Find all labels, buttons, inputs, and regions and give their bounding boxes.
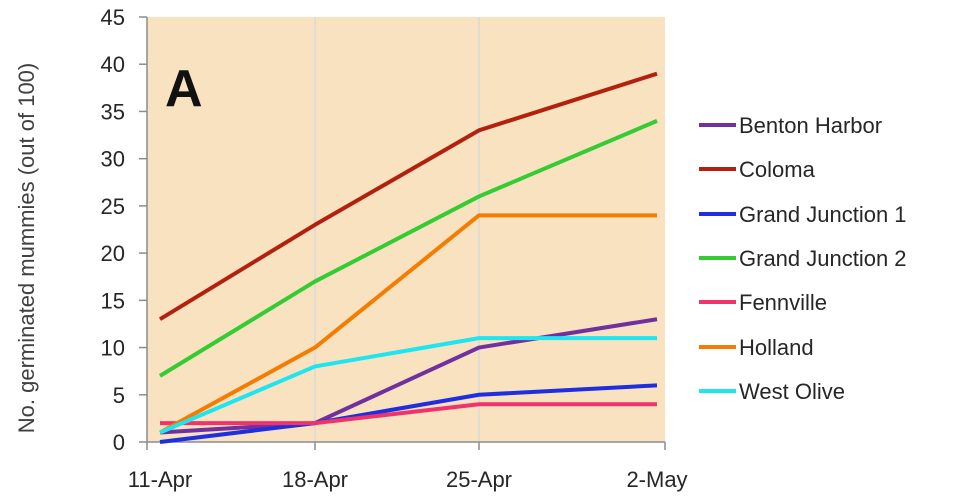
plot-area bbox=[147, 17, 665, 442]
x-axis-ticks: 11-Apr 18-Apr 25-Apr 2-May bbox=[128, 442, 688, 492]
y-tick-label: 30 bbox=[101, 147, 125, 172]
y-axis-title: No. germinated mummies (out of 100) bbox=[14, 63, 39, 434]
series-line-fennville bbox=[160, 402, 657, 426]
x-tick-label: 25-Apr bbox=[446, 467, 512, 492]
x-tick-label: 2-May bbox=[626, 467, 687, 492]
legend-label: West Olive bbox=[739, 379, 845, 404]
series-line-coloma bbox=[158, 71, 658, 321]
legend-label: Holland bbox=[739, 335, 814, 360]
panel-label: A bbox=[165, 60, 203, 118]
series-line-holland bbox=[159, 213, 657, 435]
y-axis-ticks: 0 5 10 15 20 25 30 35 40 45 bbox=[101, 5, 147, 455]
y-tick-label: 0 bbox=[113, 430, 125, 455]
legend-label: Grand Junction 2 bbox=[739, 246, 907, 271]
x-category-gridlines bbox=[314, 17, 480, 442]
y-tick-label: 15 bbox=[101, 288, 125, 313]
y-tick-label: 35 bbox=[101, 99, 125, 124]
legend-label: Benton Harbor bbox=[739, 113, 882, 138]
series-line-grand-junction-2 bbox=[158, 119, 658, 378]
y-tick-label: 10 bbox=[101, 336, 125, 361]
y-tick-label: 5 bbox=[113, 383, 125, 408]
y-tick-label: 45 bbox=[101, 5, 125, 30]
legend-label: Fennville bbox=[739, 290, 827, 315]
series-layer bbox=[158, 71, 658, 444]
x-tick-label: 11-Apr bbox=[128, 467, 192, 492]
legend-label: Grand Junction 1 bbox=[739, 202, 907, 227]
series-line-benton-harbor bbox=[159, 317, 658, 435]
series-line-grand-junction-1 bbox=[159, 383, 658, 444]
y-tick-label: 25 bbox=[101, 194, 125, 219]
y-tick-label: 20 bbox=[101, 241, 125, 266]
x-tick-label: 18-Apr bbox=[282, 467, 348, 492]
series-line-west-olive bbox=[159, 336, 657, 435]
legend: Benton Harbor Coloma Grand Junction 1 Grand… bbox=[699, 113, 907, 404]
y-tick-label: 40 bbox=[101, 52, 125, 77]
legend-label: Coloma bbox=[739, 157, 816, 182]
